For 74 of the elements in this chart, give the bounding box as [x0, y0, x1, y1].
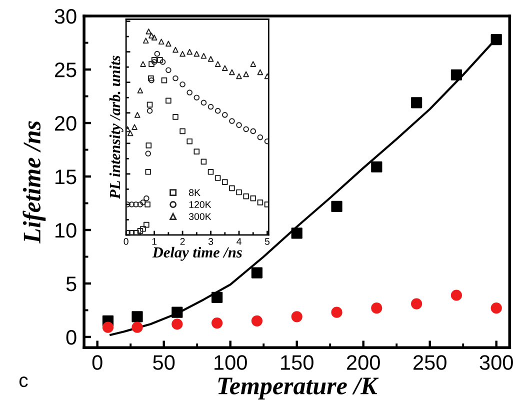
legend-label: 300K: [189, 213, 212, 220]
point: [411, 97, 422, 108]
text: c: [19, 376, 28, 388]
x-tick-label: 200: [347, 355, 380, 370]
legend-label: 120K: [189, 201, 212, 208]
point: [250, 61, 256, 67]
x-tick-label: 100: [214, 355, 247, 370]
x-tick-label: 2: [180, 238, 185, 245]
y-tick-label: 0: [66, 330, 76, 345]
point: [490, 34, 502, 46]
point: [236, 73, 242, 80]
point: [411, 298, 422, 310]
point: [222, 65, 228, 72]
point: [243, 71, 249, 78]
x-axis-title: Delay time /ns: [152, 246, 242, 261]
point: [151, 34, 158, 40]
point: [180, 50, 186, 57]
x-tick-label: 50: [153, 355, 175, 370]
point: [134, 112, 140, 118]
point: [208, 56, 214, 62]
y-axis-title: Lifetime /ns: [22, 121, 46, 244]
point: [264, 73, 269, 80]
x-tick-label: 5: [264, 238, 270, 245]
point: [158, 38, 164, 45]
point: [146, 28, 152, 34]
point: [212, 318, 223, 329]
y-axis-title: PL intensity /arb. units: [109, 56, 124, 199]
x-tick-label: 0: [92, 355, 102, 370]
point: [450, 290, 462, 301]
point: [186, 48, 193, 55]
point: [127, 130, 134, 136]
point: [371, 302, 382, 314]
x-tick-label: 3: [208, 238, 214, 245]
point: [172, 46, 178, 53]
point: [371, 161, 382, 172]
point: [331, 306, 342, 318]
point: [132, 322, 143, 333]
point: [137, 88, 144, 94]
y-tick-label: 10: [56, 222, 76, 238]
y-tick-label: 25: [54, 62, 76, 78]
point: [450, 69, 462, 80]
x-axis-title: Temperature /K: [218, 378, 379, 400]
point: [212, 292, 223, 303]
y-tick-label: 5: [66, 276, 76, 292]
point: [229, 69, 235, 76]
legend-label: 8K: [189, 189, 200, 196]
point: [172, 318, 183, 330]
x-tick-label: 0: [124, 238, 128, 245]
point: [194, 50, 200, 57]
point: [148, 32, 154, 38]
point: [132, 124, 138, 130]
point: [490, 302, 502, 314]
x-tick-label: 1: [152, 238, 157, 245]
x-tick-label: 150: [281, 355, 314, 370]
y-tick-label: 30: [54, 9, 76, 24]
point: [140, 61, 146, 67]
x-tick-label: 300: [480, 355, 513, 370]
point: [251, 267, 263, 278]
y-tick-label: 20: [54, 116, 76, 131]
point: [102, 322, 114, 333]
point: [132, 311, 143, 322]
x-tick-label: 4: [236, 238, 242, 245]
y-tick-label: 15: [56, 170, 76, 184]
point: [291, 228, 302, 239]
point: [291, 311, 302, 322]
point: [214, 61, 221, 67]
point: [200, 52, 207, 59]
point: [166, 40, 172, 47]
point: [172, 306, 183, 318]
point: [142, 38, 149, 44]
point: [251, 315, 263, 326]
x-tick-label: 250: [414, 355, 446, 370]
point: [257, 69, 264, 76]
point: [331, 200, 342, 212]
